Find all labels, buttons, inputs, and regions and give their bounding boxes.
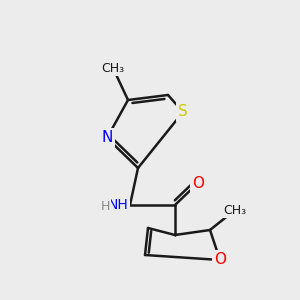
Text: S: S bbox=[178, 104, 188, 119]
Text: NH: NH bbox=[105, 198, 126, 212]
Text: H: H bbox=[100, 200, 110, 212]
Text: CH₃: CH₃ bbox=[224, 203, 247, 217]
Text: N: N bbox=[101, 130, 113, 146]
Text: H: H bbox=[117, 200, 126, 212]
Text: O: O bbox=[214, 253, 226, 268]
Text: O: O bbox=[192, 176, 204, 190]
Text: NH: NH bbox=[108, 198, 128, 212]
Text: CH₃: CH₃ bbox=[101, 61, 124, 74]
